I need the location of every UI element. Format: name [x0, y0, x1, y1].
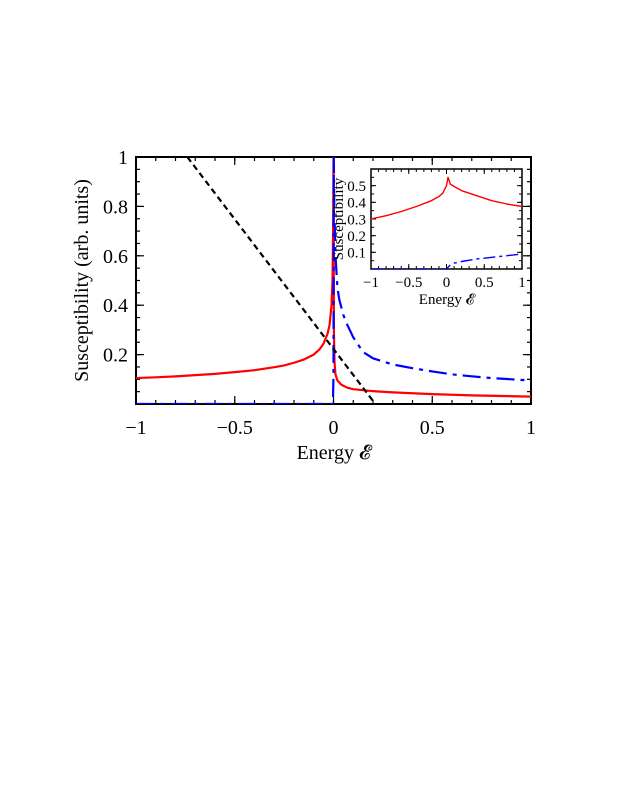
inset-x-axis-title: Energy 𝓔 — [419, 292, 476, 308]
inset-series-red-solid — [371, 176, 522, 220]
inset-x-tick-label: 0 — [443, 275, 451, 291]
inset-y-axis-title: Susceptibility — [331, 177, 347, 260]
main-y-axis-title: Susceptibility (arb. units) — [71, 179, 93, 382]
inset-ticks — [370, 168, 523, 270]
main-x-tick-label: −1 — [125, 417, 146, 439]
main-x-tick-label: 0.5 — [420, 417, 445, 439]
main-y-tick-label: 0.2 — [103, 345, 128, 367]
main-y-tick-label: 0.4 — [103, 295, 128, 317]
inset-x-tick-label: −1 — [363, 275, 379, 291]
inset-y-tick-label: 0.1 — [347, 246, 366, 262]
main-x-tick-label: 1 — [526, 417, 536, 439]
inset-y-tick-label: 0.5 — [347, 179, 366, 195]
main-series-group — [136, 157, 531, 404]
main-y-tick-label: 0.8 — [103, 196, 128, 218]
main-x-axis-title: Energy 𝓔 — [297, 442, 373, 464]
main-ticks — [135, 156, 532, 405]
inset-y-tick-label: 0.2 — [347, 229, 366, 245]
inset-x-tick-label: −0.5 — [395, 275, 422, 291]
main-series-black-dashed — [186, 157, 377, 404]
inset-y-tick-label: 0.4 — [347, 196, 366, 212]
inset-series-blue-dash-dot — [371, 253, 522, 269]
inset-series-group — [371, 176, 522, 269]
main-series-red-solid — [136, 157, 531, 398]
main-x-tick-label: 0 — [329, 417, 339, 439]
main-x-tick-label: −0.5 — [217, 417, 253, 439]
main-y-tick-label: 0.6 — [103, 246, 128, 268]
inset-y-tick-label: 0.3 — [347, 212, 366, 228]
inset-x-tick-label: 1 — [518, 275, 526, 291]
main-series-blue-dash-dot — [136, 157, 531, 404]
inset-x-tick-label: 0.5 — [475, 275, 494, 291]
main-y-tick-label: 1 — [118, 147, 128, 169]
